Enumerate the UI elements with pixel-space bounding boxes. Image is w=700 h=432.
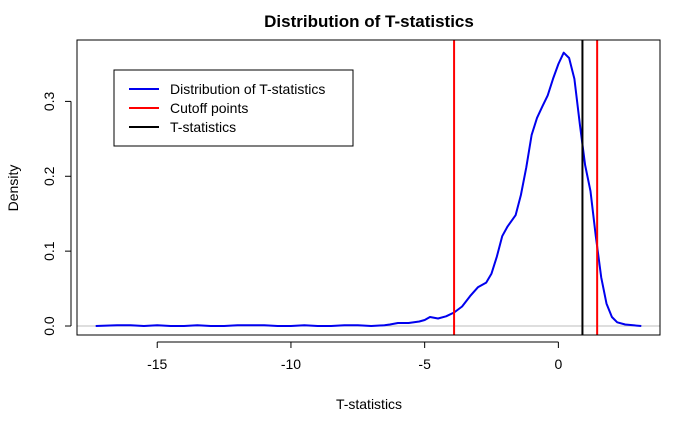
x-tick-label: 0 [554, 356, 562, 372]
y-tick-label: 0.1 [41, 241, 57, 261]
y-axis-label: Density [5, 165, 21, 212]
y-tick-label: 0.3 [41, 91, 57, 111]
legend: Distribution of T-statistics Cutoff point… [113, 69, 354, 147]
x-tick-label: -15 [147, 356, 167, 372]
plot-frame [76, 39, 661, 336]
legend-label: Distribution of T-statistics [170, 81, 325, 97]
y-tick-label: 0.2 [41, 166, 57, 186]
x-tick-label: -10 [281, 356, 301, 372]
y-tick-label: 0.0 [41, 316, 57, 336]
density-curve [95, 51, 642, 327]
legend-label: T-statistics [170, 119, 236, 135]
chart-title: Distribution of T-statistics [264, 12, 474, 31]
axes: -15 -10 -5 0 0.0 0.1 0.2 0.3 [41, 39, 661, 372]
x-axis-label: T-statistics [336, 396, 402, 412]
legend-label: Cutoff points [170, 100, 248, 116]
plot-area [77, 40, 660, 335]
x-tick-label: -5 [418, 356, 431, 372]
